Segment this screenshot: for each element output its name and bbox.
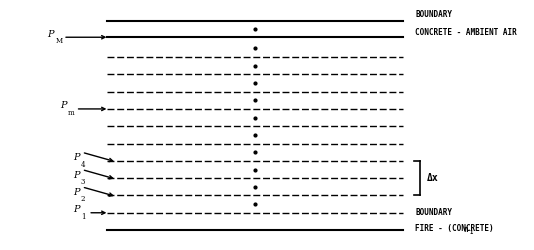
Text: P: P [73, 154, 79, 162]
Text: 2: 2 [81, 196, 85, 203]
Text: CONCRETE - AMBIENT AIR: CONCRETE - AMBIENT AIR [415, 28, 517, 37]
Text: n: n [464, 225, 468, 234]
Text: P: P [60, 102, 67, 110]
Text: m: m [68, 109, 75, 117]
Text: 1: 1 [470, 230, 473, 235]
Text: FIRE - (CONCRETE): FIRE - (CONCRETE) [415, 224, 494, 233]
Text: BOUNDARY: BOUNDARY [415, 208, 452, 216]
Text: P: P [73, 188, 79, 197]
Text: BOUNDARY: BOUNDARY [415, 10, 452, 20]
Text: Δx: Δx [427, 173, 438, 183]
Text: 1: 1 [81, 213, 85, 221]
Text: 3: 3 [81, 178, 85, 186]
Text: P: P [48, 30, 54, 39]
Text: 4: 4 [81, 161, 85, 169]
Text: M: M [56, 37, 62, 45]
Text: P: P [73, 205, 79, 214]
Text: P: P [73, 171, 79, 180]
